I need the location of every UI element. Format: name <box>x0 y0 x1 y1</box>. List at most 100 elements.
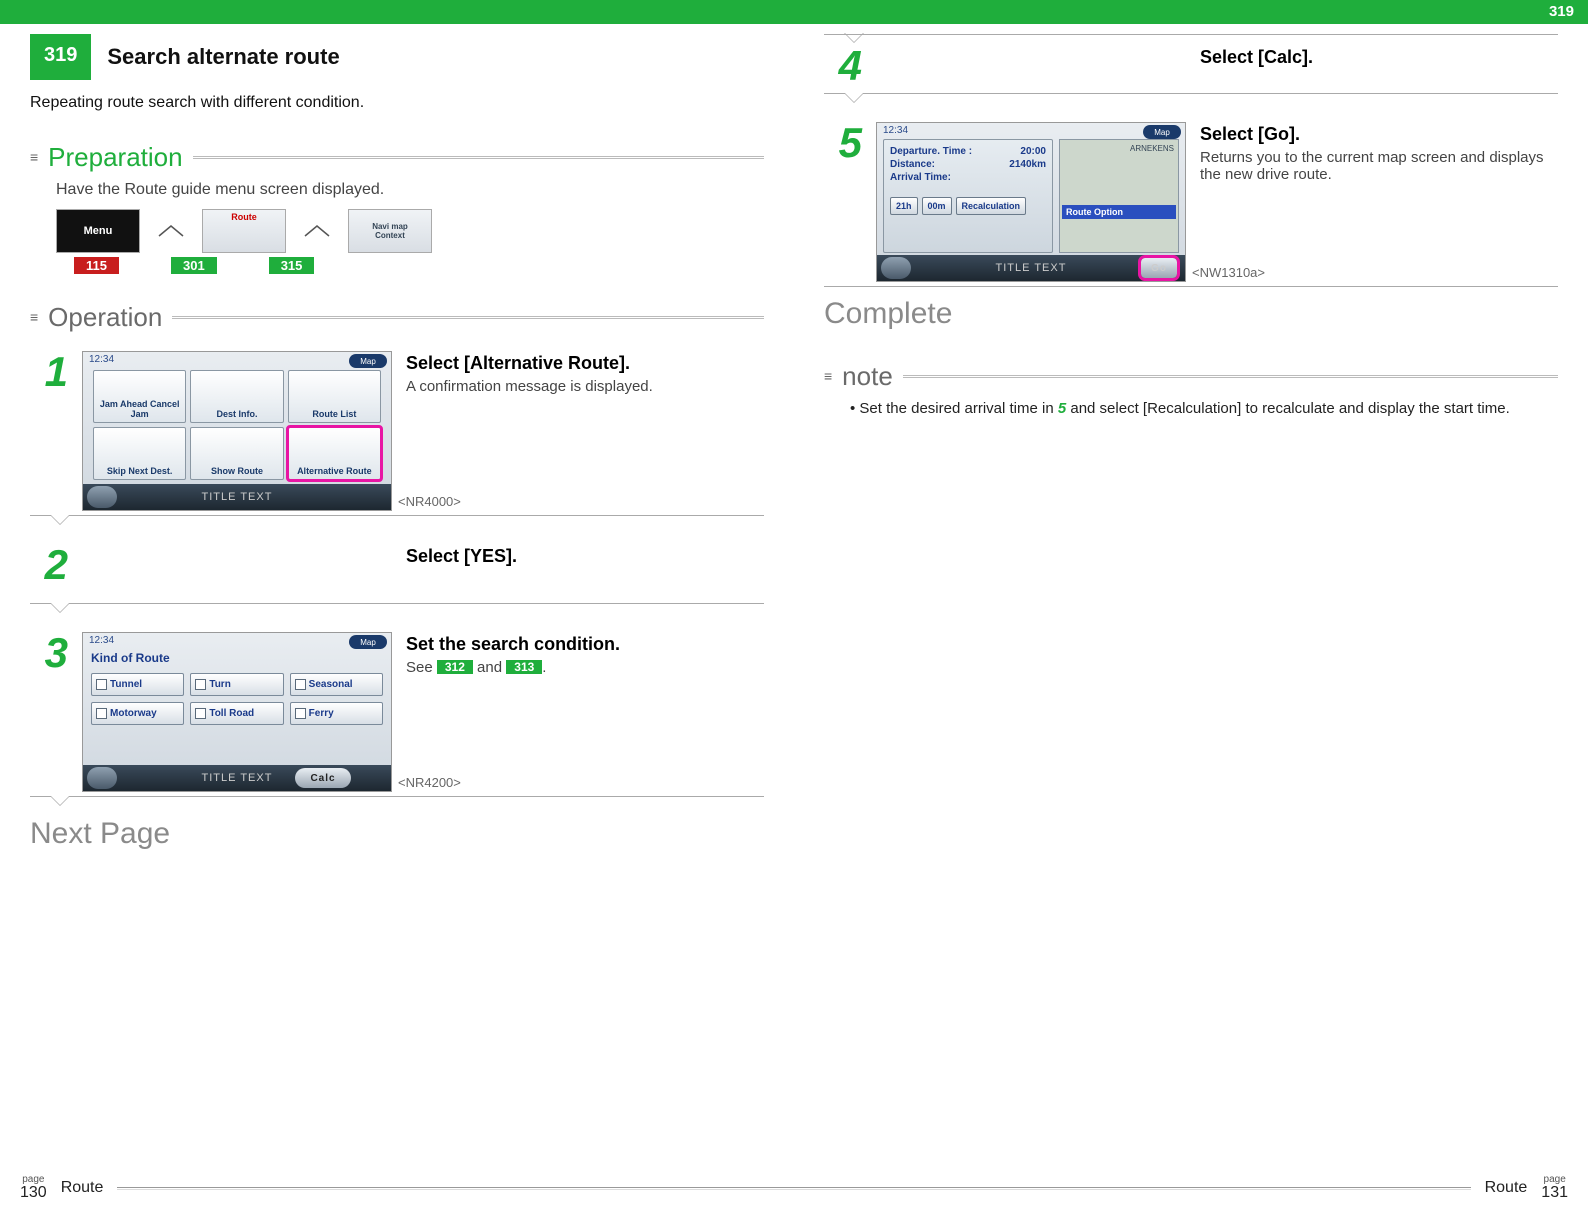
step-3-body: See 312 and 313. <box>406 659 764 676</box>
rule-line <box>193 156 764 159</box>
ss-btn: Recalculation <box>956 197 1027 215</box>
page-title: Search alternate route <box>91 34 355 80</box>
ss-go-button: Go <box>1141 258 1177 278</box>
step-1-title: Select [Alternative Route]. <box>406 353 764 374</box>
step-2-title: Select [YES]. <box>406 546 764 567</box>
thumb-menu: Menu <box>56 209 140 253</box>
step-4: 4 Select [Calc]. <box>824 34 1558 94</box>
step-1-screenshot: 12:34 Map Jam Ahead Cancel Jam Dest Info… <box>82 351 392 511</box>
page-columns: 319 Search alternate route Repeating rou… <box>0 24 1588 1151</box>
step-number: 5 <box>824 122 862 282</box>
page-subtitle: Repeating route search with different co… <box>30 94 764 112</box>
ss-cell: Route List <box>288 370 381 423</box>
section-operation-header: ≡ Operation <box>30 302 764 333</box>
step-3-screenshot: 12:34 Map Kind of Route Tunnel Turn Seas… <box>82 632 392 792</box>
ss-calc-button: Calc <box>295 768 351 788</box>
step-notch <box>844 93 864 103</box>
ss-time: 12:34 <box>89 635 114 646</box>
ref-301: 301 <box>171 257 217 274</box>
ss-title-text: TITLE TEXT <box>202 491 273 503</box>
back-icon <box>87 767 117 789</box>
step-3-title: Set the search condition. <box>406 634 764 655</box>
thumb-navi: Navi map Context <box>348 209 432 253</box>
preparation-thumbs: Menu Route Navi map Context <box>56 209 764 253</box>
section-note-header: ≡ note <box>824 361 1558 392</box>
preparation-refs: 115 301 315 <box>74 257 764 274</box>
ss-chip-rows: Tunnel Turn Seasonal Motorway Toll Road … <box>91 673 383 725</box>
ss-header: Kind of Route <box>91 651 170 665</box>
section-preparation-header: ≡ Preparation <box>30 142 764 173</box>
ss-route-option: Route Option <box>1062 205 1176 219</box>
ss-btn: 21h <box>890 197 918 215</box>
complete-label: Complete <box>824 297 1558 331</box>
ref-315: 315 <box>269 257 315 274</box>
step-notch <box>50 515 70 525</box>
ss-map-badge: Map <box>349 354 387 368</box>
top-tab-number: 319 <box>1535 0 1588 23</box>
step-2-text: Select [YES]. <box>406 544 764 599</box>
section-preparation-label: Preparation <box>48 142 182 173</box>
step-5-title: Select [Go]. <box>1200 124 1558 145</box>
step-3-code: <NR4200> <box>398 775 461 790</box>
section-operation-label: Operation <box>48 302 162 333</box>
ss-time: 12:34 <box>89 354 114 365</box>
step-1: 1 12:34 Map Jam Ahead Cancel Jam Dest In… <box>30 351 764 516</box>
title-row: 319 Search alternate route <box>30 34 764 80</box>
footer-section-left: Route <box>61 1179 104 1197</box>
ss-cell: Show Route <box>190 427 283 480</box>
rule-line <box>172 316 764 319</box>
step-5-text: Select [Go]. Returns you to the current … <box>1200 122 1558 282</box>
step-notch <box>50 603 70 613</box>
footer: page130 Route Route page131 <box>0 1175 1588 1201</box>
ss-time: 12:34 <box>883 125 908 136</box>
ss-titlebar: TITLE TEXT Go <box>877 255 1185 281</box>
ref-115: 115 <box>74 257 119 274</box>
ss-map-panel: ARNEKENS Route Option <box>1059 139 1179 253</box>
step-2: 2 Select [YES]. <box>30 544 764 604</box>
thumb-route: Route <box>202 209 286 253</box>
footer-section-right: Route <box>1485 1179 1528 1197</box>
ss-titlebar: TITLE TEXT Calc <box>83 765 391 791</box>
ss-cell-highlight: Alternative Route <box>288 427 381 480</box>
step-5-screenshot: 12:34 Map Departure. Time :20:00 Distanc… <box>876 122 1186 282</box>
note-body: • Set the desired arrival time in 5 and … <box>824 400 1558 417</box>
ss-cell: Skip Next Dest. <box>93 427 186 480</box>
step-3-text: Set the search condition. See 312 and 31… <box>406 632 764 792</box>
top-bar: 319 <box>0 0 1588 24</box>
footer-rule <box>117 1187 1470 1190</box>
step-4-title: Select [Calc]. <box>1200 47 1558 68</box>
step-1-body: A confirmation message is displayed. <box>406 378 764 395</box>
ss-chip: Toll Road <box>190 702 283 725</box>
step-number: 1 <box>30 351 68 511</box>
hamburger-icon: ≡ <box>824 371 832 382</box>
ss-chip: Tunnel <box>91 673 184 696</box>
ss-info-panel: Departure. Time :20:00 Distance:2140km A… <box>883 139 1053 253</box>
step-1-code: <NR4000> <box>398 494 461 509</box>
page-left: page130 <box>20 1175 47 1201</box>
ss-titlebar: TITLE TEXT <box>83 484 391 510</box>
back-icon <box>87 486 117 508</box>
ss-chip: Ferry <box>290 702 383 725</box>
page-right: page131 <box>1541 1175 1568 1201</box>
back-icon <box>881 257 911 279</box>
step-number: 2 <box>30 544 68 599</box>
ss-map-badge: Map <box>1143 125 1181 139</box>
ref-312: 312 <box>437 660 473 674</box>
left-column: 319 Search alternate route Repeating rou… <box>0 24 794 1151</box>
step-1-text: Select [Alternative Route]. A confirmati… <box>406 351 764 511</box>
ref-313: 313 <box>506 660 542 674</box>
next-page-label: Next Page <box>30 817 764 851</box>
ss-map-badge: Map <box>349 635 387 649</box>
step-5-body: Returns you to the current map screen an… <box>1200 149 1558 183</box>
ss-chip: Motorway <box>91 702 184 725</box>
ss-cell: Jam Ahead Cancel Jam <box>93 370 186 423</box>
ss-title-text: TITLE TEXT <box>996 262 1067 274</box>
ss-chip: Turn <box>190 673 283 696</box>
step-number: 3 <box>30 632 68 792</box>
step-5: 5 12:34 Map Departure. Time :20:00 Dista… <box>824 122 1558 287</box>
step-number: 4 <box>824 45 862 89</box>
right-column: 4 Select [Calc]. 5 12:34 Map Departure. … <box>794 24 1588 1151</box>
step-4-text: Select [Calc]. <box>1200 45 1558 89</box>
preparation-text: Have the Route guide menu screen display… <box>30 181 764 199</box>
ss-grid: Jam Ahead Cancel Jam Dest Info. Route Li… <box>93 370 381 480</box>
